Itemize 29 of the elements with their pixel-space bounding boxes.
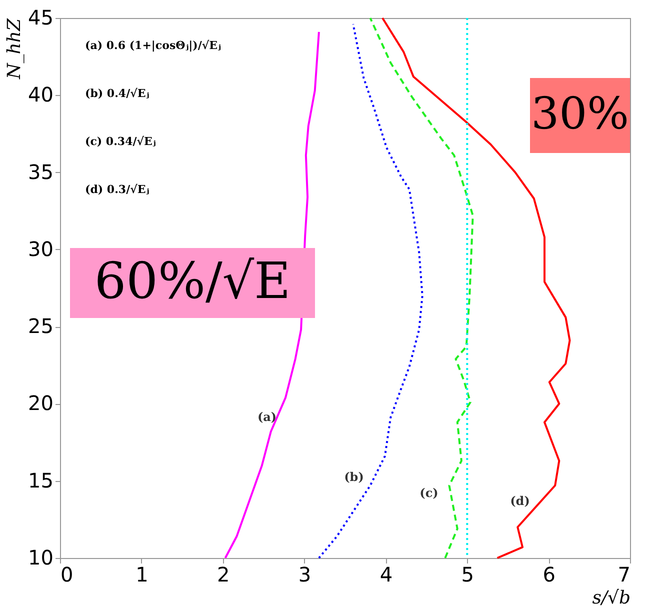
y-tick-label: 10 [28,546,54,570]
line-series [369,17,474,559]
annotation: 60%/√E [94,252,291,310]
y-tick-label: 25 [28,314,54,338]
y-tick-label: 40 [28,82,54,107]
x-tick-label: 1 [136,562,148,586]
x-tick-label: 3 [298,562,312,586]
y-tick-label: 20 [28,391,54,416]
y-tick-label: 30 [28,236,54,261]
annotation: (a) 0.6 (1+|cosΘⱼ|)/√Eⱼ [85,39,222,52]
x-tick-label: 6 [542,562,556,586]
y-tick-label: 35 [28,160,54,184]
annotation: (b) [344,470,364,484]
annotation: (c) 0.34/√Eⱼ [85,135,156,148]
y-tick-label: 45 [28,6,54,30]
x-tick-label: 5 [461,562,474,586]
x-tick-label: 4 [380,562,393,586]
x-tick-label: 2 [216,562,230,586]
annotation: (b) 0.4/√Eⱼ [85,87,150,100]
x-tick-label: 7 [618,562,630,586]
annotation: (a) [257,410,277,424]
y-axis-title: N_hhZ [4,18,26,80]
annotation: (d) [510,494,530,508]
y-tick-label: 15 [28,468,54,492]
annotation: (d) 0.3/√Eⱼ [85,183,150,196]
x-axis-title: s/√b [592,588,630,608]
annotation: 30% [531,88,629,140]
x-tick-label: 0 [60,562,74,586]
annotation: (c) [420,486,438,500]
